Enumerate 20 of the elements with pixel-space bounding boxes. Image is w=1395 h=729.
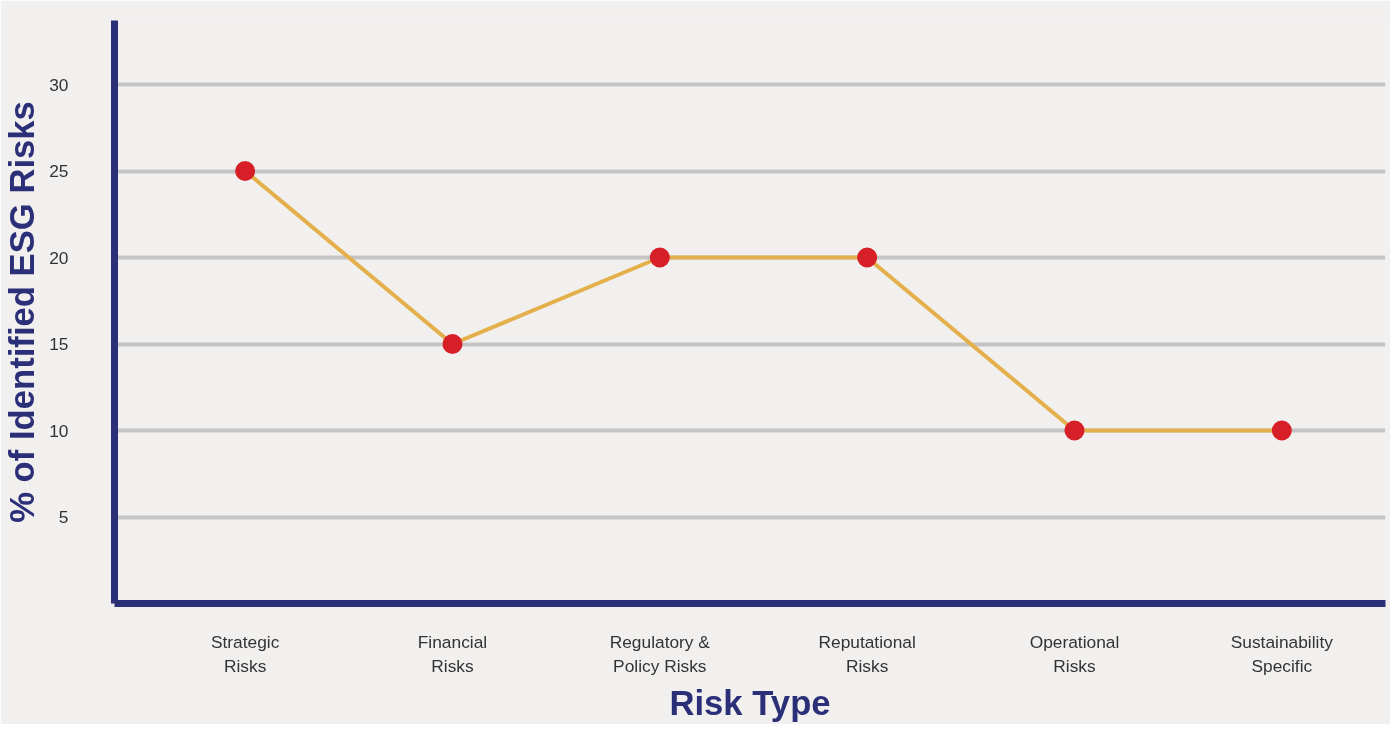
point <box>857 247 878 268</box>
point <box>649 247 670 268</box>
y-tick-label: 15 <box>49 334 69 354</box>
y-tick-label: 25 <box>49 161 69 182</box>
y-tick-label: 10 <box>49 420 69 441</box>
y-tick-label: 30 <box>49 74 69 95</box>
y-axis-title: % of Identified ESG Risks <box>3 101 42 523</box>
x-tick-label: Strategic Risks <box>210 631 280 676</box>
x-axis-title: Risk Type <box>669 683 831 722</box>
point <box>1064 420 1085 441</box>
x-tick-label: Sustainability Specific <box>1230 631 1334 676</box>
x-tick-label: Regulatory & Policy Risks <box>609 631 711 676</box>
point <box>235 161 256 181</box>
point <box>442 334 463 354</box>
x-tick-label: Financial Risks <box>417 631 488 676</box>
y-tick-label: 5 <box>58 507 69 527</box>
x-tick-label: Reputational Risks <box>818 631 916 676</box>
x-tick-label: Operational Risks <box>1029 631 1120 676</box>
y-tick-label: 20 <box>49 247 69 268</box>
point <box>1271 420 1292 441</box>
